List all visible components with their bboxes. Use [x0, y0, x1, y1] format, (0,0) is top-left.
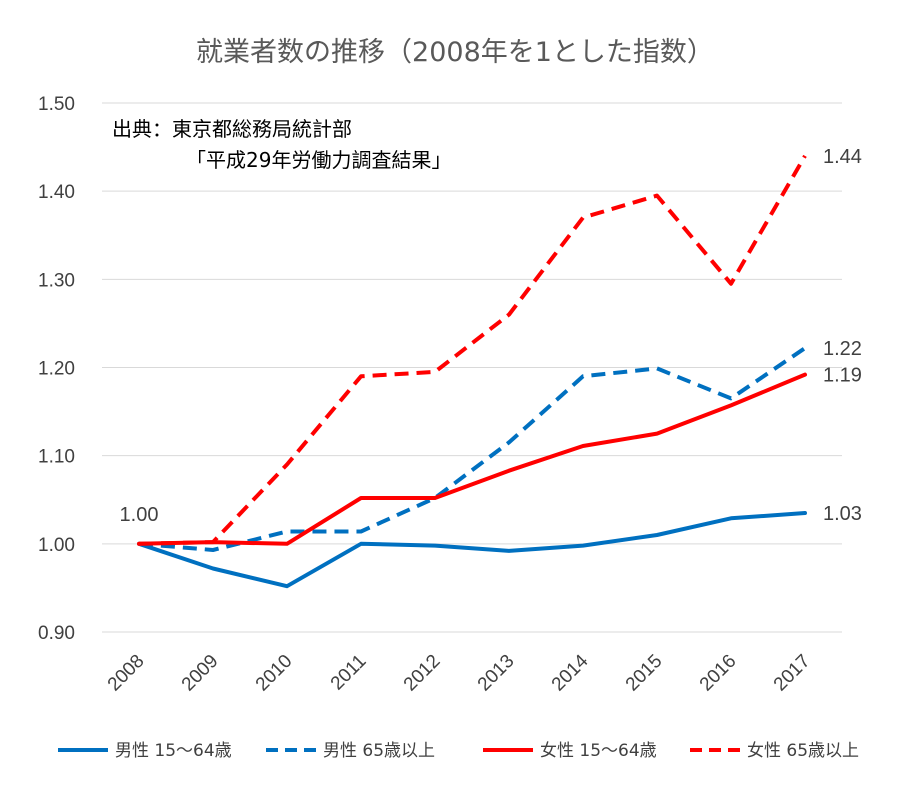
x-tick-label: 2008 — [104, 651, 149, 696]
end-data-label: 1.44 — [823, 146, 862, 168]
legend-label: 男性 65歳以上 — [323, 741, 435, 761]
legend-label: 女性 15〜64歳 — [540, 741, 657, 761]
series-lines — [137, 154, 807, 589]
y-tick-label: 1.00 — [38, 535, 75, 556]
x-tick-label: 2010 — [252, 651, 297, 696]
y-tick-label: 1.20 — [38, 359, 75, 380]
data-labels: 1.03 1.22 1.19 1.44 1.00 — [120, 146, 862, 526]
source-line-2: 「平成29年労働力調査結果」 — [186, 148, 451, 172]
end-data-label: 1.19 — [823, 365, 862, 387]
y-tick-label: 0.90 — [38, 623, 75, 644]
y-tick-label: 1.50 — [38, 94, 75, 115]
end-data-label: 1.03 — [823, 503, 862, 525]
x-tick-label: 2011 — [327, 651, 371, 695]
legend-label: 男性 15〜64歳 — [115, 741, 232, 761]
x-tick-label: 2013 — [474, 651, 519, 696]
gridlines — [102, 102, 842, 633]
source-annotation: 出典：東京都総務局統計部 「平成29年労働力調査結果」 — [112, 117, 451, 172]
legend: 男性 15〜64歳 男性 65歳以上 女性 15〜64歳 女性 65歳以上 — [58, 741, 859, 761]
y-tick-label: 1.10 — [38, 447, 75, 468]
y-tick-label: 1.40 — [38, 182, 75, 203]
legend-label: 女性 65歳以上 — [747, 741, 859, 761]
x-tick-label: 2014 — [548, 650, 593, 695]
series-line-1 — [137, 511, 807, 589]
source-line-1: 出典：東京都総務局統計部 — [112, 117, 352, 141]
chart-title: 就業者数の推移（2008年を1とした指数） — [196, 37, 714, 68]
start-data-label: 1.00 — [120, 504, 159, 526]
y-axis-tick-labels: 0.90 1.00 1.10 1.20 1.30 1.40 1.50 — [38, 94, 75, 644]
x-axis-tick-labels: 2008 2009 2010 2011 2012 2013 2014 2015 2016 2017 — [104, 650, 815, 695]
series-line-2 — [138, 346, 807, 552]
y-tick-label: 1.30 — [38, 270, 75, 291]
end-data-label: 1.22 — [823, 338, 862, 360]
series-line-3 — [137, 372, 807, 546]
x-tick-label: 2015 — [622, 651, 667, 696]
x-tick-label: 2009 — [178, 651, 223, 696]
x-tick-label: 2016 — [696, 651, 741, 696]
x-tick-label: 2012 — [400, 651, 445, 696]
x-tick-label: 2017 — [770, 651, 815, 696]
